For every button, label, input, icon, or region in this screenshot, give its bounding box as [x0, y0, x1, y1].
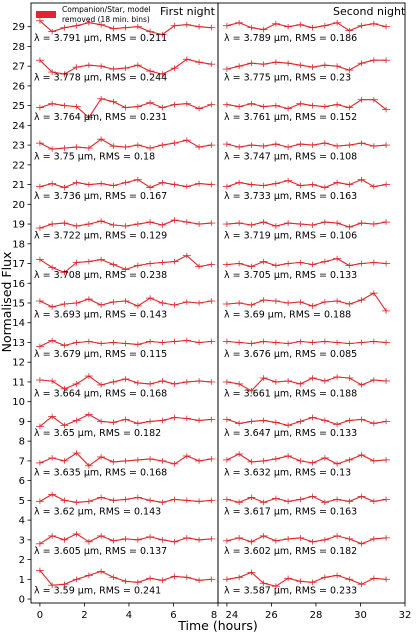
- y-tick-label: 20: [12, 200, 25, 211]
- y-tick-label: 11: [12, 377, 25, 388]
- y-tick-label: 1: [19, 575, 25, 586]
- series-line-night2: [226, 22, 387, 32]
- y-tick-label: 4: [19, 516, 25, 527]
- series-label-night1: λ = 3.722 μm, RMS = 0.129: [34, 230, 167, 241]
- y-tick-label: 14: [12, 318, 25, 329]
- legend-label-line2: removed (18 min. bins): [62, 15, 150, 24]
- x-tick-label: 2: [81, 610, 87, 621]
- series-label-night2: λ = 3.775 μm, RMS = 0.23: [224, 73, 351, 84]
- y-tick-label: 25: [12, 101, 25, 112]
- x-tick-label: 32: [399, 610, 412, 621]
- series-label-night2: λ = 3.632 μm, RMS = 0.13: [224, 467, 351, 478]
- series-line-night2: [226, 258, 387, 268]
- x-tick-label: 24: [226, 610, 239, 621]
- series-label-night1: λ = 3.736 μm, RMS = 0.167: [34, 191, 167, 202]
- series-label-night1: λ = 3.778 μm, RMS = 0.244: [34, 73, 167, 84]
- y-tick-label: 0: [19, 595, 25, 606]
- y-tick-label: 10: [12, 397, 25, 408]
- series-label-night2: λ = 3.705 μm, RMS = 0.133: [224, 270, 357, 281]
- series-line-night2: [226, 292, 387, 312]
- series-line-night2: [226, 376, 387, 392]
- series-label-night1: λ = 3.664 μm, RMS = 0.168: [34, 388, 167, 399]
- y-tick-label: 5: [19, 496, 25, 507]
- series-line-night2: [226, 99, 387, 111]
- y-tick-label: 17: [12, 259, 25, 270]
- y-tick-label: 22: [12, 160, 25, 171]
- x-tick-label: 8: [211, 610, 217, 621]
- series-line-night2: [226, 453, 387, 465]
- series-line-night2: [226, 221, 387, 228]
- axis-ticks: 0123456789101112131415161718192021222324…: [12, 22, 411, 621]
- series-label-night2: λ = 3.676 μm, RMS = 0.085: [224, 349, 357, 360]
- series-label-night1: λ = 3.708 μm, RMS = 0.238: [34, 270, 167, 281]
- legend-swatch: [36, 11, 56, 18]
- y-tick-label: 12: [12, 358, 25, 369]
- x-tick-label: 30: [354, 610, 367, 621]
- y-tick-label: 29: [12, 22, 25, 33]
- x-tick-label: 4: [126, 610, 132, 621]
- series-label-night2: λ = 3.587 μm, RMS = 0.233: [224, 586, 357, 597]
- series-label-night1: λ = 3.693 μm, RMS = 0.143: [34, 309, 167, 320]
- y-tick-label: 8: [19, 437, 25, 448]
- series-label-night1: λ = 3.791 μm, RMS = 0.211: [34, 33, 167, 44]
- y-tick-label: 18: [12, 239, 25, 250]
- y-tick-label: 26: [12, 81, 25, 92]
- series-label-night1: λ = 3.75 μm, RMS = 0.18: [34, 151, 155, 162]
- y-tick-label: 24: [12, 121, 25, 132]
- series-label-night1: λ = 3.605 μm, RMS = 0.137: [34, 546, 167, 557]
- y-tick-label: 6: [19, 476, 25, 487]
- panel-title-second-night: Second night: [333, 5, 406, 18]
- y-tick-label: 9: [19, 417, 25, 428]
- series-label-night2: λ = 3.733 μm, RMS = 0.163: [224, 191, 357, 202]
- x-tick-label: 28: [310, 610, 323, 621]
- series-line-night2: [226, 571, 387, 587]
- series-label-night1: λ = 3.764 μm, RMS = 0.231: [34, 112, 167, 123]
- series-label-night2: λ = 3.617 μm, RMS = 0.163: [224, 507, 357, 518]
- series-label-night1: λ = 3.679 μm, RMS = 0.115: [34, 349, 167, 360]
- x-tick-label: 26: [265, 610, 278, 621]
- y-tick-label: 19: [12, 220, 25, 231]
- series-label-night1: λ = 3.65 μm, RMS = 0.182: [34, 428, 161, 439]
- legend-label-line1: Companion/Star, model: [62, 5, 151, 14]
- y-tick-label: 15: [12, 299, 25, 310]
- y-tick-label: 28: [12, 42, 25, 53]
- panel-title-first-night: First night: [160, 5, 216, 18]
- y-tick-label: 2: [19, 555, 25, 566]
- series-label-night2: λ = 3.647 μm, RMS = 0.133: [224, 428, 357, 439]
- y-tick-label: 27: [12, 62, 25, 73]
- y-tick-label: 7: [19, 456, 25, 467]
- y-axis-title: Normalised Flux: [0, 252, 14, 353]
- series-label-night2: λ = 3.661 μm, RMS = 0.188: [224, 388, 357, 399]
- series-label-night2: λ = 3.719 μm, RMS = 0.106: [224, 230, 357, 241]
- y-tick-label: 21: [12, 180, 25, 191]
- series-label-night2: λ = 3.69 μm, RMS = 0.188: [224, 309, 351, 320]
- y-tick-label: 13: [12, 338, 25, 349]
- series-label-night1: λ = 3.59 μm, RMS = 0.241: [34, 586, 161, 597]
- series-labels: λ = 3.59 μm, RMS = 0.241 λ = 3.587 μm, RM…: [34, 33, 357, 597]
- series-line-night2: [226, 535, 387, 545]
- series-label-night2: λ = 3.789 μm, RMS = 0.186: [224, 33, 357, 44]
- series-label-night1: λ = 3.62 μm, RMS = 0.143: [34, 507, 161, 518]
- x-tick-label: 0: [37, 610, 43, 621]
- series-lines: [35, 17, 391, 590]
- series-line-night2: [226, 59, 387, 71]
- series-line-night2: [226, 178, 387, 189]
- legend: Companion/Star, model removed (18 min. b…: [36, 5, 151, 24]
- y-tick-label: 3: [19, 535, 25, 546]
- series-label-night2: λ = 3.602 μm, RMS = 0.182: [224, 546, 357, 557]
- series-label-night1: λ = 3.635 μm, RMS = 0.168: [34, 467, 167, 478]
- y-tick-label: 16: [12, 279, 25, 290]
- x-tick-label: 6: [170, 610, 176, 621]
- series-label-night2: λ = 3.761 μm, RMS = 0.152: [224, 112, 357, 123]
- panel-frame-2: [217, 2, 406, 604]
- series-line-night2: [226, 495, 387, 503]
- series-label-night2: λ = 3.747 μm, RMS = 0.108: [224, 151, 357, 162]
- x-axis-title: Time (hours): [177, 618, 257, 633]
- y-tick-label: 23: [12, 141, 25, 152]
